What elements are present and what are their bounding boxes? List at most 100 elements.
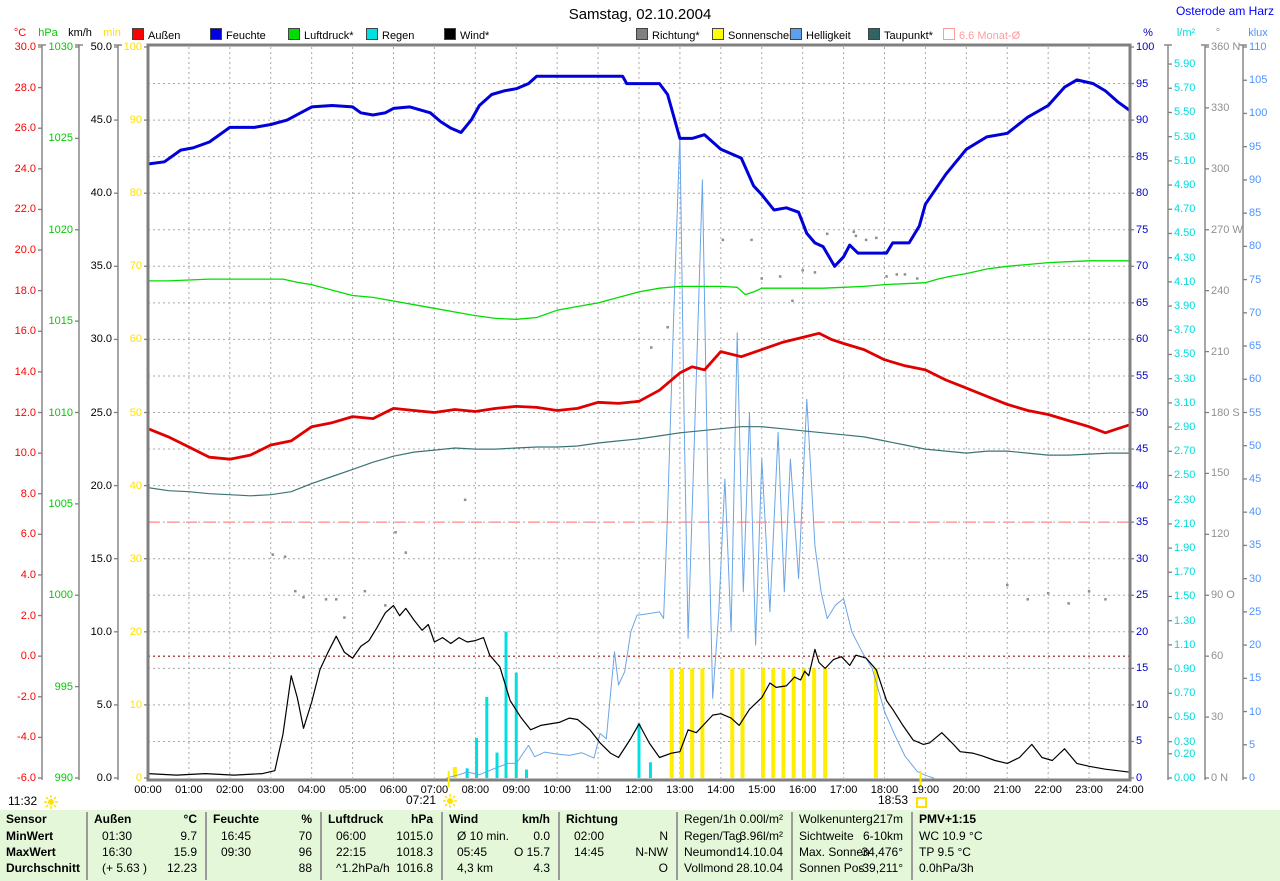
tick-label-wind: 30.0 xyxy=(90,333,112,346)
tick-label-deg: 120 xyxy=(1211,528,1230,541)
tick-label-deg: 180 S xyxy=(1211,406,1240,419)
tick-label-deg: 90 O xyxy=(1211,589,1235,602)
table-divider xyxy=(205,812,207,880)
axis-ticks-wind xyxy=(114,46,118,779)
richtung-dot xyxy=(1006,583,1009,587)
table-col-header: PMV+1:15 xyxy=(919,812,977,826)
regen-bar xyxy=(524,769,528,778)
table-value-time: Ø 10 min. xyxy=(457,829,510,843)
richtung-dot xyxy=(778,275,782,278)
table-col-header: Wind xyxy=(449,812,479,826)
legend-swatch xyxy=(868,28,880,40)
tick-label-klux: 30 xyxy=(1249,572,1262,585)
legend-label: Wind* xyxy=(460,30,490,42)
table-row-label: MinWert xyxy=(6,829,54,843)
regen-bar xyxy=(504,631,508,778)
richtung-dot xyxy=(294,589,297,593)
tick-label-rain: 3.30 xyxy=(1174,372,1196,385)
legend-item-wind-[interactable]: Wind* xyxy=(444,28,490,42)
x-axis-label: 21:00 xyxy=(993,784,1022,796)
table-value-time: (+ 5.63 ) xyxy=(102,861,148,875)
table-value: 4.3 xyxy=(533,861,550,875)
tick-label-temp: 2.0 xyxy=(20,609,36,622)
tick-label-min: 40 xyxy=(129,479,142,492)
table-col-unit: hPa xyxy=(410,812,433,826)
legend-item-sonnenschein[interactable]: Sonnenschein xyxy=(712,28,798,42)
tick-label-rain: 0.30 xyxy=(1174,735,1196,748)
tick-label-min: 0 xyxy=(135,772,142,784)
tick-label-rain: 0.70 xyxy=(1174,687,1196,700)
tick-label-hum: 20 xyxy=(1136,625,1149,638)
tick-label-rain: 4.70 xyxy=(1174,203,1196,216)
table-label: Neumond xyxy=(684,845,737,859)
day-length-label: 11:32 xyxy=(8,794,38,808)
tick-label-rain: 5.30 xyxy=(1174,130,1196,143)
table-value: O 15.7 xyxy=(513,845,550,859)
x-axis-label: 15:00 xyxy=(747,784,776,796)
axis-ticks-klux xyxy=(1243,46,1247,779)
legend-item-taupunkt-[interactable]: Taupunkt* xyxy=(868,28,933,42)
tick-label-klux: 95 xyxy=(1249,140,1262,153)
tick-label-temp: -6.0 xyxy=(17,772,36,784)
x-axis-label: 20:00 xyxy=(952,784,981,796)
richtung-dot xyxy=(801,269,804,272)
legend-item-richtung-[interactable]: Richtung* xyxy=(636,28,700,42)
table-label: WC 10.9 °C xyxy=(919,829,983,843)
table-value-time: 02:00 xyxy=(574,829,605,843)
x-axis-label: 07:00 xyxy=(420,784,449,796)
table-label: Vollmond xyxy=(684,861,734,875)
tick-label-klux: 10 xyxy=(1249,705,1262,718)
table-label: TP 9.5 °C xyxy=(919,845,971,859)
richtung-dot xyxy=(854,234,858,238)
legend-item-6-6-monat-[interactable]: 6.6 Monat-Ø xyxy=(943,28,1020,42)
table-value: 9.7 xyxy=(180,829,197,843)
tick-label-rain: 4.90 xyxy=(1174,179,1196,192)
sonnenschein-bar xyxy=(679,668,684,778)
sonnenschein-bar xyxy=(760,668,765,778)
tick-label-rain: 2.10 xyxy=(1174,517,1196,530)
table-value: 6-10km xyxy=(862,829,903,843)
x-axis-label: 00:00 xyxy=(134,784,162,796)
table-value: O xyxy=(658,861,668,875)
tick-label-klux: 25 xyxy=(1249,605,1262,618)
tick-label-rain: 1.30 xyxy=(1174,614,1196,627)
series-helligkeit-line xyxy=(446,132,935,779)
x-axis-label: 11:00 xyxy=(584,784,612,796)
x-axis-label: 13:00 xyxy=(666,784,694,796)
x-axis-label: 06:00 xyxy=(379,784,408,796)
richtung-dot xyxy=(825,232,829,236)
legend-item-au-en[interactable]: Außen xyxy=(132,28,180,42)
tick-label-hum: 15 xyxy=(1136,662,1149,675)
legend-item-helligkeit[interactable]: Helligkeit xyxy=(790,28,851,42)
regen-bar xyxy=(495,752,499,778)
tick-label-deg: 210 xyxy=(1211,345,1230,358)
tick-label-klux: 50 xyxy=(1249,439,1262,452)
tick-label-deg: 270 W xyxy=(1211,223,1243,236)
legend-item-feuchte[interactable]: Feuchte xyxy=(210,28,266,42)
gridlines xyxy=(148,47,1130,778)
tick-label-klux: 100 xyxy=(1249,107,1268,120)
sonnenschein-bar xyxy=(812,668,817,778)
sonnenschein-bar xyxy=(740,668,745,778)
tick-label-wind: 35.0 xyxy=(90,260,112,273)
legend-item-luftdruck-[interactable]: Luftdruck* xyxy=(288,28,354,42)
tick-label-rain: 5.70 xyxy=(1174,82,1196,95)
richtung-dot xyxy=(864,238,868,242)
tick-label-klux: 45 xyxy=(1249,472,1262,485)
table-value: 96 xyxy=(298,845,312,859)
tick-label-deg: 30 xyxy=(1211,711,1224,724)
axis-unit-min: min xyxy=(103,27,121,39)
richtung-dot xyxy=(1104,598,1107,601)
richtung-dot xyxy=(1067,602,1070,605)
regen-bar xyxy=(475,738,479,778)
richtung-dot xyxy=(750,238,753,242)
tick-label-wind: 50.0 xyxy=(90,41,112,53)
tick-label-rain: 4.10 xyxy=(1174,275,1196,288)
series-wind-line xyxy=(147,604,1131,776)
tick-label-min: 50 xyxy=(129,406,142,419)
legend-label: Sonnenschein xyxy=(728,30,798,42)
series-feuchte-line xyxy=(146,74,1132,268)
richtung-dot xyxy=(334,598,338,601)
legend-item-regen[interactable]: Regen xyxy=(366,28,414,42)
tick-label-wind: 40.0 xyxy=(90,187,112,200)
